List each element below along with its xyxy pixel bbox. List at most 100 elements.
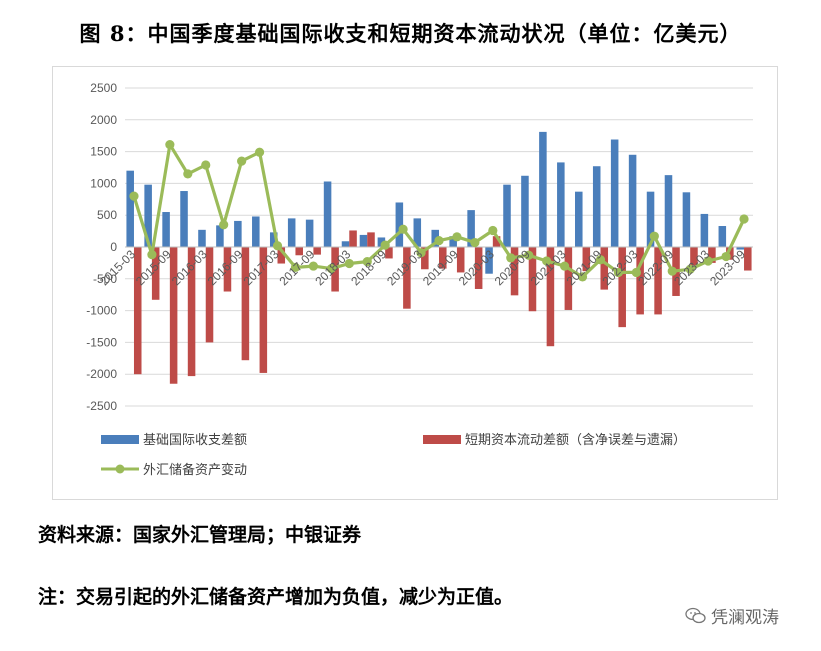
legend-label: 短期资本流动差额（含净误差与遗漏） xyxy=(465,432,686,448)
bar-short-term-capital xyxy=(636,247,644,315)
line-point xyxy=(649,231,659,241)
bar-short-term-capital xyxy=(295,247,303,256)
line-point xyxy=(560,261,570,271)
bar-short-term-capital xyxy=(439,247,447,269)
line-point xyxy=(326,264,336,274)
bar-basic-balance xyxy=(485,247,493,274)
line-point xyxy=(542,256,552,266)
bar-basic-balance xyxy=(736,247,745,250)
line-point xyxy=(416,248,426,258)
line-point xyxy=(129,191,139,201)
bar-short-term-capital xyxy=(474,247,483,289)
bar-basic-balance xyxy=(449,236,457,247)
line-point xyxy=(452,232,462,242)
bar-short-term-capital xyxy=(277,247,286,264)
line-point xyxy=(595,255,606,265)
y-tick-label: -500 xyxy=(93,272,117,286)
bar-short-term-capital xyxy=(259,247,268,373)
bar-basic-balance xyxy=(198,229,206,247)
bar-short-term-capital xyxy=(223,247,232,292)
bar-basic-balance xyxy=(395,202,404,247)
chart-title: 图 8：中国季度基础国际收支和短期资本流动状况（单位：亿美元） xyxy=(79,21,742,46)
y-tick-label: -1500 xyxy=(86,335,117,349)
line-point xyxy=(739,214,749,224)
bar-basic-balance xyxy=(287,218,296,247)
line-point xyxy=(219,220,229,230)
y-tick-label: 1000 xyxy=(90,176,117,190)
bar-short-term-capital xyxy=(546,247,555,347)
line-point xyxy=(147,250,157,260)
legend-swatch xyxy=(101,435,139,444)
bar-basic-balance xyxy=(575,191,583,247)
bar-short-term-capital xyxy=(241,247,250,361)
legend-label: 基础国际收支差额 xyxy=(143,433,247,448)
y-tick-label: -1000 xyxy=(86,304,117,318)
line-point xyxy=(165,140,175,150)
bar-short-term-capital xyxy=(708,247,716,263)
bar-short-term-capital xyxy=(403,247,411,309)
line-point xyxy=(524,250,534,260)
watermark-text: 凭澜观涛 xyxy=(711,608,779,628)
bar-basic-balance xyxy=(467,210,475,247)
chart-area: 2500 2000 1500 1000 500 0 -500 -1000 -1500 -2000 -… xyxy=(52,66,778,500)
bar-basic-balance xyxy=(144,184,152,247)
wechat-icon xyxy=(685,607,706,623)
bar-basic-balance xyxy=(413,218,422,247)
footnote: 注：交易引起的外汇储备资产增加为负值，减少为正值。 xyxy=(38,586,514,608)
bar-basic-balance xyxy=(521,175,529,247)
line-point xyxy=(201,160,211,170)
bar-short-term-capital xyxy=(510,247,519,296)
y-tick-label: -2500 xyxy=(86,399,117,413)
bar-basic-balance xyxy=(162,212,170,247)
y-tick-label: 2000 xyxy=(90,113,117,127)
bar-basic-balance xyxy=(126,170,134,247)
bar-basic-balance xyxy=(628,154,637,247)
line-point xyxy=(290,262,301,272)
line-point xyxy=(344,258,354,269)
bar-short-term-capital xyxy=(744,247,752,271)
bar-basic-balance xyxy=(682,192,691,247)
line-point xyxy=(667,266,677,276)
source-note: 资料来源：国家外汇管理局；中银证券 xyxy=(38,524,362,546)
y-tick-label: 1500 xyxy=(90,145,117,159)
bar-short-term-capital xyxy=(726,247,734,260)
chart-svg: 2500 2000 1500 1000 500 0 -500 -1000 -1500 -2000 -… xyxy=(86,81,753,478)
line-point xyxy=(398,224,408,234)
line-point xyxy=(272,241,283,251)
bar-short-term-capital xyxy=(313,247,321,255)
bar-basic-balance xyxy=(234,220,242,247)
legend-label: 外汇储备资产变动 xyxy=(143,462,247,478)
bar-short-term-capital xyxy=(582,247,591,272)
bar-short-term-capital xyxy=(349,230,357,247)
bar-basic-balance xyxy=(557,162,565,247)
bar-basic-balance xyxy=(539,131,547,247)
line-point xyxy=(631,267,641,278)
line-point xyxy=(613,267,624,278)
legend-swatch xyxy=(423,435,461,444)
y-tick-label: 0 xyxy=(110,240,117,254)
bar-basic-balance xyxy=(664,175,673,247)
x-tick-label: 2018-09 xyxy=(348,247,389,288)
line-point xyxy=(721,251,731,262)
line-point xyxy=(506,253,516,263)
bar-basic-balance xyxy=(592,166,601,247)
bar-short-term-capital xyxy=(169,247,178,384)
line-point xyxy=(703,256,713,266)
bar-basic-balance xyxy=(252,216,260,247)
legend-marker xyxy=(115,464,125,474)
bar-basic-balance xyxy=(359,234,368,247)
line-point xyxy=(380,240,390,250)
bar-basic-balance xyxy=(180,191,188,247)
line-point xyxy=(577,272,588,282)
watermark: 凭澜观涛 xyxy=(685,603,779,628)
bar-short-term-capital xyxy=(385,247,393,259)
line-point xyxy=(308,261,318,271)
y-tick-label: 500 xyxy=(97,208,117,222)
y-tick-label: -2000 xyxy=(86,367,117,381)
bar-short-term-capital xyxy=(456,247,465,273)
bar-basic-balance xyxy=(323,181,332,247)
bar-basic-balance xyxy=(377,237,386,247)
bar-short-term-capital xyxy=(618,247,626,328)
bar-short-term-capital xyxy=(492,236,501,247)
bar-short-term-capital xyxy=(690,247,698,266)
